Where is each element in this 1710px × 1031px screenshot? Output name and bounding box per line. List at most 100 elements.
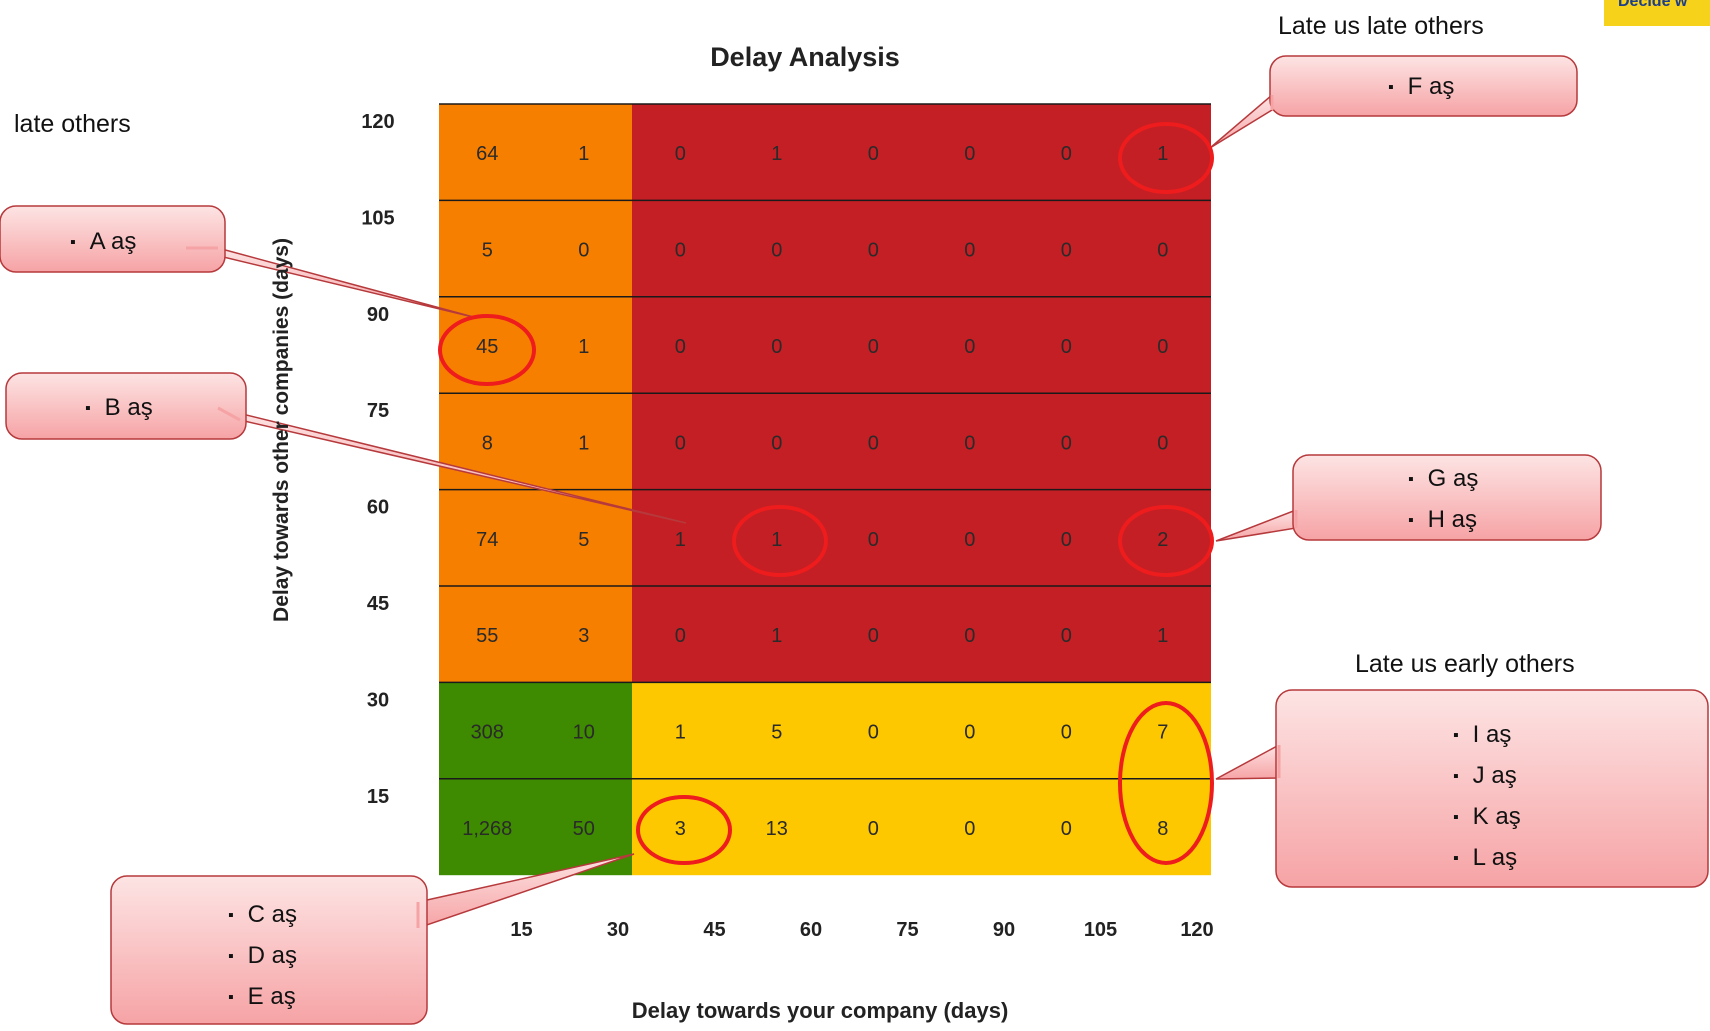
cell-value: 1	[578, 336, 589, 358]
cell-value: 0	[675, 432, 686, 454]
callout-l-item: L aş	[1453, 839, 1521, 880]
callout-ijkl-tail	[1215, 743, 1280, 780]
cell-value: 0	[675, 625, 686, 647]
cell-value: 3	[578, 625, 589, 647]
cell-value: 0	[1157, 336, 1168, 358]
cell-value: 0	[868, 625, 879, 647]
y-tick-label: 105	[361, 207, 394, 229]
x-tick-label: 105	[1084, 919, 1117, 941]
cell-value: 0	[964, 529, 975, 551]
highlight-ij	[1118, 701, 1214, 865]
cell-value: 0	[868, 432, 879, 454]
cell-value: 0	[1061, 625, 1072, 647]
callout-h-item: H aş	[1408, 501, 1478, 542]
highlight-c	[636, 795, 732, 865]
cell-value: 0	[1157, 432, 1168, 454]
cell-value: 0	[771, 432, 782, 454]
callout-g-item: G aş	[1408, 460, 1479, 501]
cell-value: 74	[476, 529, 498, 551]
cell-value: 13	[766, 818, 788, 840]
cell-value: 64	[476, 143, 498, 165]
highlight-f	[1118, 122, 1214, 194]
cell-value: 3	[675, 818, 686, 840]
cell-value: 0	[964, 722, 975, 744]
cell-value: 1	[1157, 143, 1168, 165]
cell-value: 5	[771, 722, 782, 744]
cell-value: 0	[675, 143, 686, 165]
cell-value: 1	[675, 722, 686, 744]
cell-value: 50	[573, 818, 595, 840]
cell-value: 0	[675, 240, 686, 262]
cell-value: 5	[482, 240, 493, 262]
x-tick-label: 15	[510, 919, 532, 941]
x-tick-label: 45	[703, 919, 725, 941]
cell-value: 0	[868, 240, 879, 262]
x-tick-label: 60	[800, 919, 822, 941]
cell-value: 7	[1157, 722, 1168, 744]
callout-c-item: C aş	[228, 896, 297, 937]
y-axis-label: Delay towards other companies (days)	[270, 238, 293, 622]
cell-value: 8	[1157, 818, 1168, 840]
late-others-note: late others	[14, 110, 131, 138]
cell-value: 0	[1061, 336, 1072, 358]
cell-value: 0	[1061, 529, 1072, 551]
y-tick-label: 30	[367, 689, 389, 711]
callout-d-item: D aş	[228, 937, 297, 978]
x-axis-label: Delay towards your company (days)	[631, 998, 1009, 1023]
cell-value: 0	[868, 529, 879, 551]
y-tick-label: 75	[367, 400, 389, 422]
cell-value: 0	[964, 336, 975, 358]
highlight-b	[732, 505, 828, 577]
cell-value: 5	[578, 529, 589, 551]
highlight-h	[1118, 505, 1214, 577]
cell-value: 0	[868, 143, 879, 165]
cell-value: 0	[868, 722, 879, 744]
x-tick-label: 30	[607, 919, 629, 941]
cell-value: 0	[868, 336, 879, 358]
y-tick-label: 90	[367, 304, 389, 326]
cell-value: 1	[675, 529, 686, 551]
cell-value: 0	[578, 240, 589, 262]
highlight-a	[438, 314, 536, 386]
callout-i-item: I aş	[1453, 716, 1521, 757]
callout-gh-text: G aş H aş	[1408, 460, 1479, 542]
cell-value: 0	[964, 143, 975, 165]
cell-value: 0	[675, 336, 686, 358]
x-tick-label: 90	[993, 919, 1015, 941]
x-tick-label: 120	[1180, 919, 1213, 941]
late-us-late-others-note: Late us late others	[1278, 12, 1484, 40]
y-tick-label: 120	[361, 111, 394, 133]
callout-b-item: B aş	[85, 389, 153, 430]
cell-value: 45	[476, 336, 498, 358]
callout-gh-tail	[1215, 508, 1297, 542]
cell-value: 0	[1061, 722, 1072, 744]
y-tick-label: 60	[367, 497, 389, 519]
callout-a-item: A aş	[70, 223, 137, 264]
callout-j-item: J aş	[1453, 757, 1521, 798]
cell-value: 0	[1061, 143, 1072, 165]
cell-value: 0	[1061, 818, 1072, 840]
cell-value: 0	[868, 818, 879, 840]
cell-value: 0	[964, 818, 975, 840]
y-tick-label: 45	[367, 593, 389, 615]
cell-value: 1	[771, 143, 782, 165]
cell-value: 1	[578, 143, 589, 165]
cell-value: 0	[771, 336, 782, 358]
chart-title: Delay Analysis	[710, 42, 900, 72]
y-tick-label: 15	[367, 786, 389, 808]
callout-b-text: B aş	[85, 389, 153, 430]
cell-value: 0	[964, 432, 975, 454]
cell-value: 0	[964, 625, 975, 647]
callout-b-seam	[217, 406, 241, 422]
cell-value: 1	[578, 432, 589, 454]
callout-k-item: K aş	[1453, 798, 1521, 839]
cell-value: 10	[573, 722, 595, 744]
cell-value: 0	[771, 240, 782, 262]
callout-cde-text: C aş D aş E aş	[228, 896, 297, 1019]
callout-f-item: F aş	[1388, 68, 1455, 109]
callout-a-tail	[185, 247, 478, 319]
cell-value: 308	[471, 722, 504, 744]
cell-value: 0	[1061, 240, 1072, 262]
